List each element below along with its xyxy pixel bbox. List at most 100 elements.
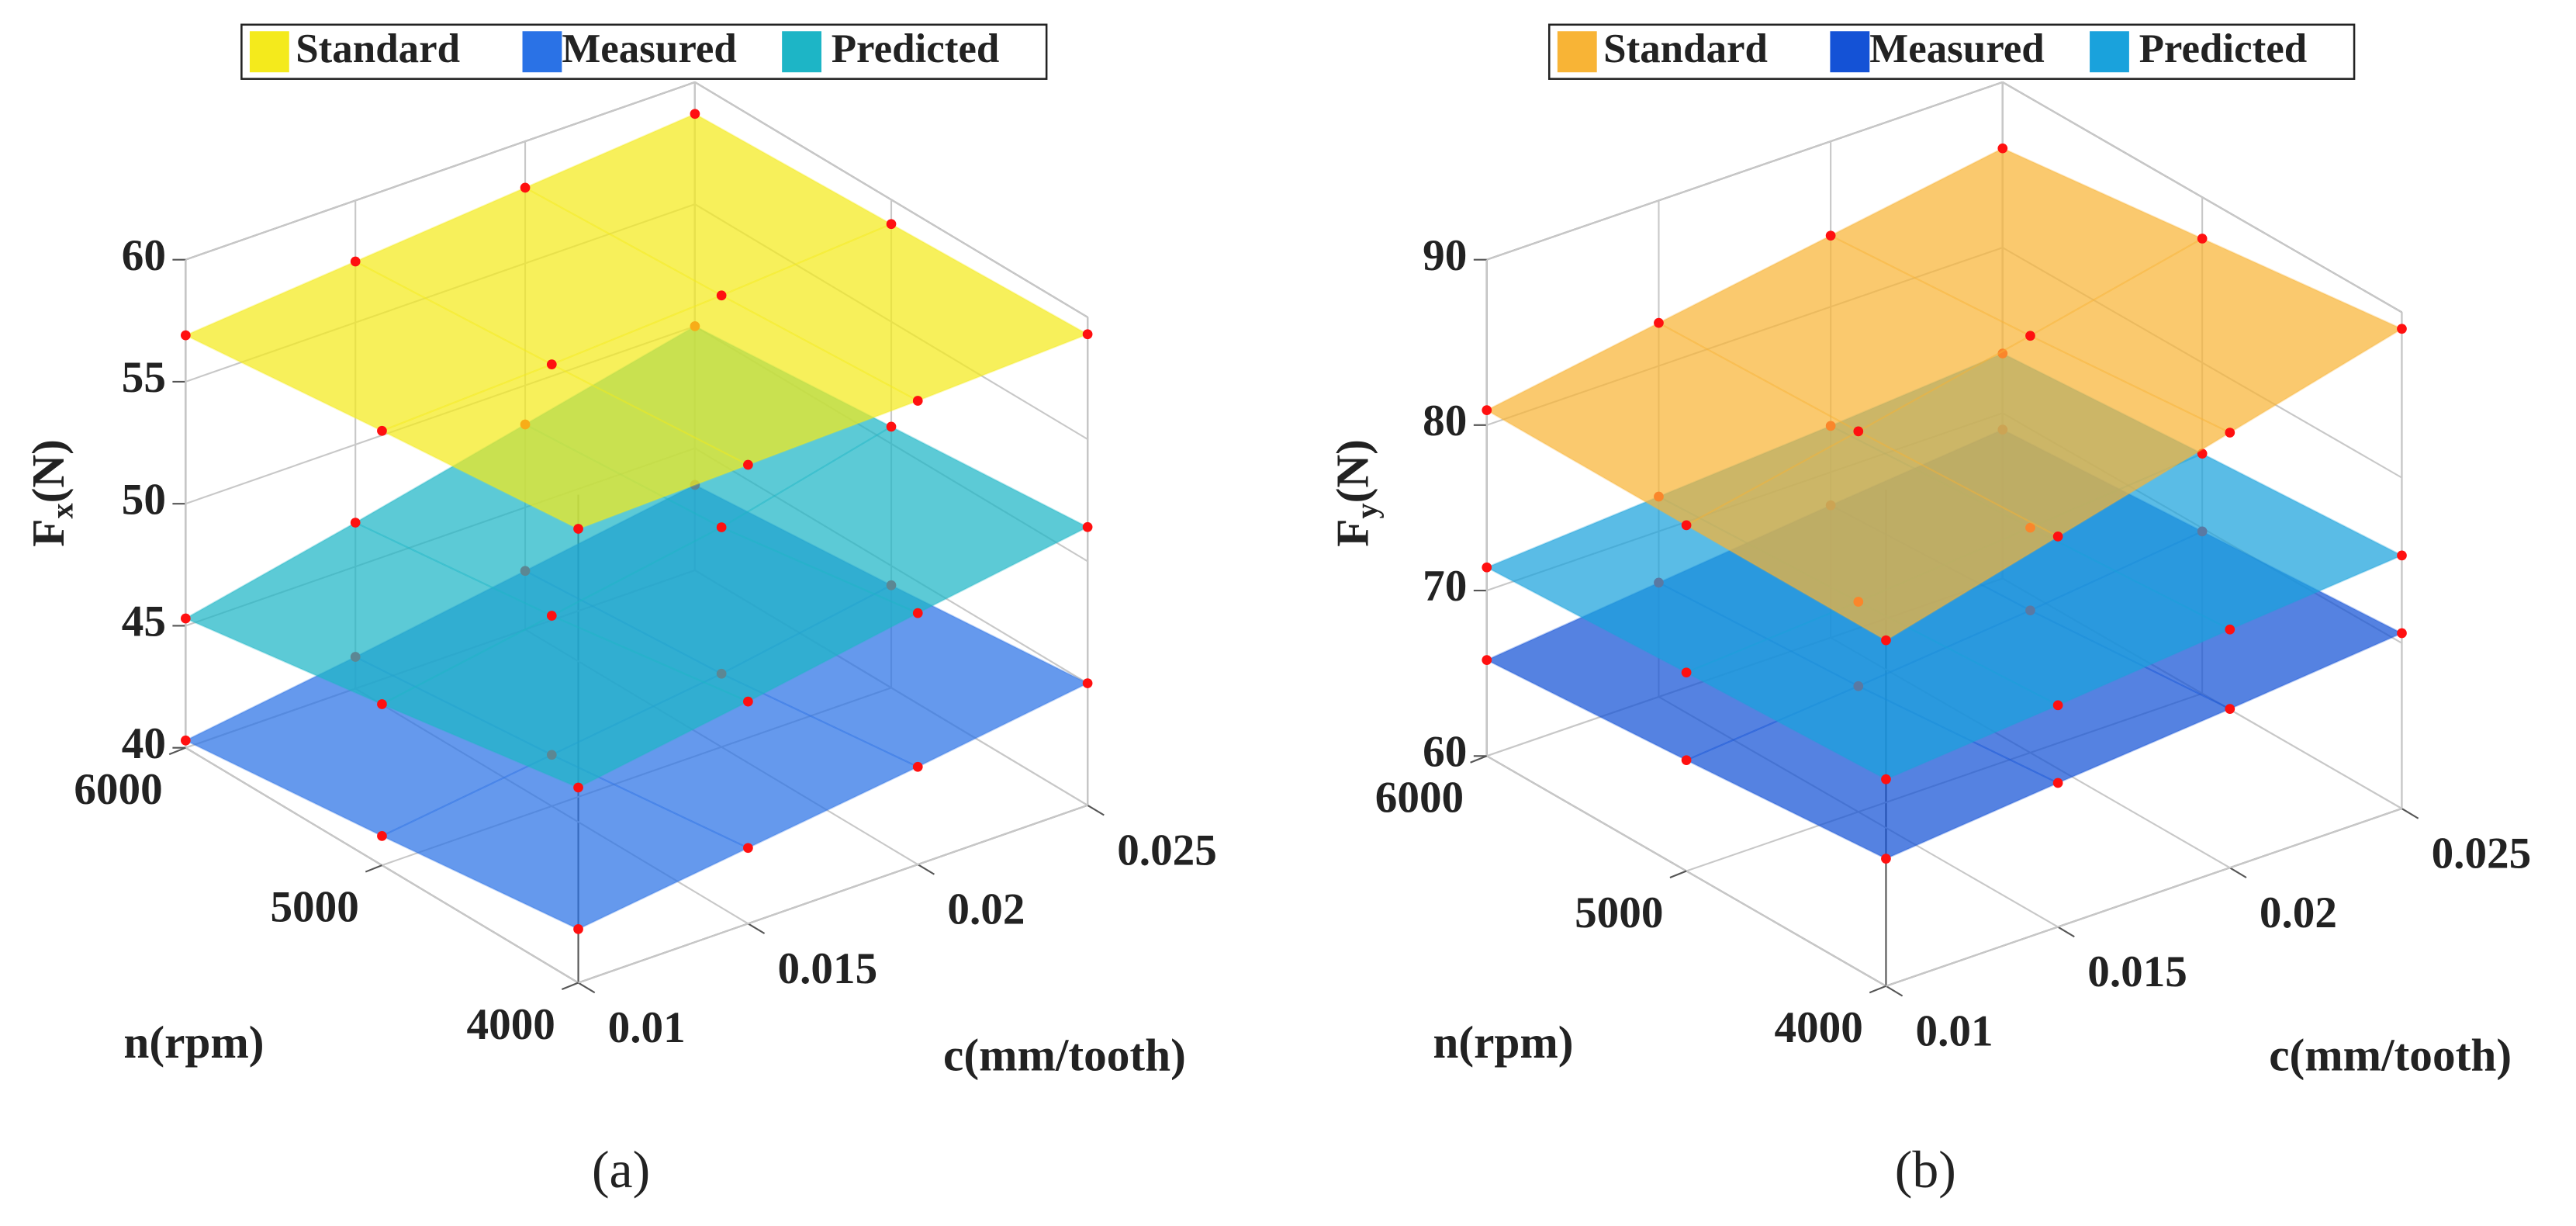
z-axis-label: Fx(N) <box>22 439 80 547</box>
data-point <box>2052 532 2063 542</box>
data-point <box>1881 854 1891 864</box>
legend-swatch <box>2090 31 2129 73</box>
data-point <box>716 522 727 532</box>
z-tick-label: 80 <box>1423 397 1467 445</box>
data-point <box>1825 230 1836 241</box>
data-point <box>1997 143 2008 154</box>
data-point <box>1082 521 1093 532</box>
data-point <box>1881 774 1891 784</box>
z-axis-label-part: y <box>1350 503 1385 518</box>
tick-mark <box>917 864 935 875</box>
z-axis-label-part: x <box>45 503 80 518</box>
z-tick-label: 60 <box>1423 727 1467 776</box>
z-axis-label-part: F <box>22 518 73 546</box>
data-point <box>573 923 583 934</box>
tick-mark <box>1087 804 1105 816</box>
data-point <box>912 396 923 406</box>
panel-label: (a) <box>592 1141 650 1199</box>
legend-label: Standard <box>296 26 460 71</box>
x-tick-label: 0.01 <box>1916 1006 1993 1055</box>
y-tick-label: 4000 <box>467 1000 555 1049</box>
x-axis-label: c(mm/tooth) <box>943 1030 1186 1081</box>
data-point <box>2225 428 2235 438</box>
y-tick-label: 6000 <box>74 765 162 814</box>
z-axis-label: Fy(N) <box>1326 439 1385 547</box>
data-point <box>2197 234 2208 244</box>
tick-mark <box>1470 755 1488 764</box>
tick-mark <box>2057 926 2075 938</box>
x-tick-label: 0.025 <box>2432 829 2532 878</box>
legend-swatch <box>1557 31 1597 73</box>
legend-label: Measured <box>1869 26 2044 71</box>
data-point <box>573 524 583 534</box>
legend-swatch <box>782 31 821 73</box>
data-point <box>573 782 583 793</box>
tick-mark <box>1869 985 1886 994</box>
data-point <box>350 518 361 528</box>
panel-label: (b) <box>1895 1141 1956 1199</box>
data-point <box>2397 324 2407 334</box>
legend-label: Standard <box>1603 26 1768 71</box>
data-point <box>2397 628 2407 639</box>
tick-mark <box>561 982 579 990</box>
y-tick-label: 5000 <box>270 883 358 932</box>
legend-label: Predicted <box>2139 26 2308 71</box>
grid-line <box>185 81 696 261</box>
tick-mark <box>168 746 186 756</box>
z-tick-label: 90 <box>1423 231 1467 280</box>
data-point <box>1482 405 1492 416</box>
x-tick-label: 0.015 <box>2087 947 2187 996</box>
legend-swatch <box>522 31 562 73</box>
tick-mark <box>2229 867 2247 878</box>
tick-mark <box>365 864 382 873</box>
z-tick-label: 55 <box>122 353 166 402</box>
data-point <box>180 735 191 746</box>
data-point <box>743 696 753 707</box>
tick-mark <box>577 982 596 994</box>
data-point <box>2225 624 2235 635</box>
data-point <box>1654 317 1664 328</box>
x-axis-label: c(mm/tooth) <box>2269 1030 2512 1081</box>
data-point <box>1681 520 1692 531</box>
data-point <box>1881 635 1891 646</box>
z-axis-label-part: (N) <box>1326 439 1378 503</box>
legend-box <box>1547 23 2356 80</box>
data-point <box>743 843 753 854</box>
data-point <box>690 109 700 119</box>
x-tick-label: 0.02 <box>947 885 1025 934</box>
legend-label: Measured <box>562 26 736 71</box>
legend-box <box>240 23 1048 80</box>
data-point <box>716 290 727 301</box>
data-point <box>1681 755 1692 766</box>
data-point <box>1082 329 1093 340</box>
legend-label: Predicted <box>832 26 1000 71</box>
data-point <box>520 182 531 193</box>
data-point <box>180 613 191 624</box>
data-point <box>546 611 557 621</box>
grid-line <box>1886 808 2402 987</box>
legend-swatch <box>249 31 289 73</box>
tick-mark <box>747 923 766 934</box>
data-point <box>2225 704 2235 714</box>
tick-mark <box>2401 808 2419 819</box>
x-tick-label: 0.01 <box>608 1003 686 1052</box>
z-axis-label-part: F <box>1326 518 1378 546</box>
z-tick-label: 50 <box>122 475 166 524</box>
data-point <box>1482 562 1492 573</box>
data-point <box>912 608 923 618</box>
x-tick-label: 0.015 <box>778 944 878 993</box>
legend-swatch <box>1830 31 1870 73</box>
grid-line <box>578 804 1088 984</box>
y-tick-label: 5000 <box>1575 888 1663 937</box>
y-axis-label: n(rpm) <box>1433 1016 1573 1068</box>
x-tick-label: 0.025 <box>1117 826 1217 874</box>
data-point <box>2052 778 2063 788</box>
tick-mark <box>1669 870 1687 878</box>
data-point <box>2052 700 2063 711</box>
data-point <box>2397 550 2407 561</box>
z-tick-label: 45 <box>122 597 166 646</box>
z-tick-label: 70 <box>1423 562 1467 611</box>
z-tick-label: 60 <box>122 231 166 280</box>
z-tick-label: 40 <box>122 719 166 768</box>
data-point <box>377 699 387 709</box>
